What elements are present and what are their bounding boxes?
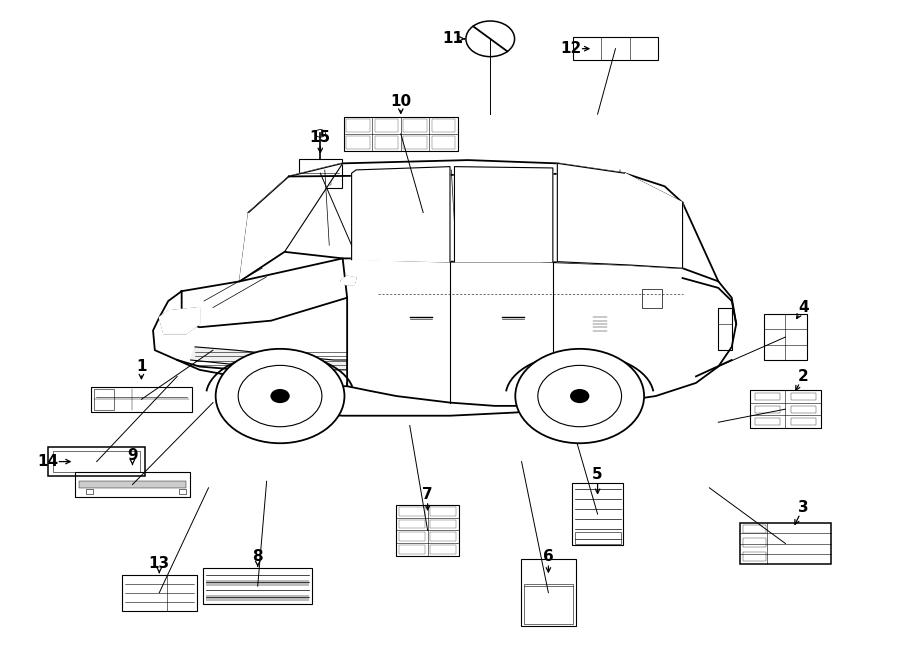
Bar: [743, 539, 766, 547]
Bar: [293, 286, 310, 295]
Bar: [275, 286, 292, 295]
Bar: [179, 489, 186, 494]
Bar: [53, 451, 140, 473]
Circle shape: [216, 349, 345, 444]
Bar: [91, 387, 192, 412]
Text: 4: 4: [798, 300, 808, 315]
Bar: [764, 314, 807, 360]
Bar: [643, 290, 662, 307]
Text: 6: 6: [543, 549, 553, 564]
Bar: [206, 580, 310, 586]
Bar: [399, 545, 425, 554]
Bar: [403, 136, 427, 149]
Text: 15: 15: [310, 130, 331, 145]
Polygon shape: [454, 167, 553, 262]
Text: 14: 14: [37, 454, 58, 469]
Bar: [755, 406, 780, 412]
Bar: [206, 596, 310, 601]
Text: 7: 7: [422, 487, 433, 502]
Bar: [430, 532, 456, 541]
Bar: [375, 119, 398, 132]
Bar: [122, 575, 196, 611]
Bar: [755, 393, 780, 400]
Bar: [203, 568, 312, 604]
Bar: [94, 389, 114, 410]
Bar: [524, 584, 573, 624]
Polygon shape: [239, 163, 343, 282]
Bar: [310, 175, 331, 184]
Bar: [791, 406, 815, 412]
Polygon shape: [341, 276, 356, 285]
Bar: [346, 119, 370, 132]
Bar: [572, 37, 659, 60]
Text: 12: 12: [560, 41, 581, 56]
Polygon shape: [347, 278, 736, 406]
Text: 2: 2: [798, 369, 809, 384]
Text: 9: 9: [127, 447, 138, 463]
Bar: [399, 532, 425, 541]
Bar: [718, 307, 732, 350]
Bar: [743, 553, 766, 561]
Text: 13: 13: [148, 556, 170, 570]
Bar: [574, 532, 621, 543]
Bar: [755, 418, 780, 425]
Bar: [750, 390, 821, 428]
Text: 10: 10: [391, 94, 411, 108]
Bar: [346, 136, 370, 149]
Bar: [48, 447, 146, 477]
Bar: [743, 525, 766, 533]
Bar: [399, 507, 425, 516]
Bar: [521, 559, 576, 626]
Bar: [430, 520, 456, 528]
Bar: [432, 119, 455, 132]
Bar: [344, 117, 458, 151]
Bar: [76, 472, 190, 497]
Bar: [299, 159, 342, 188]
Polygon shape: [352, 167, 450, 262]
Circle shape: [270, 389, 290, 403]
Text: 8: 8: [252, 549, 263, 564]
Text: 3: 3: [798, 500, 808, 515]
Circle shape: [570, 389, 590, 403]
Bar: [403, 119, 427, 132]
Bar: [572, 483, 624, 545]
Polygon shape: [182, 252, 347, 327]
Bar: [791, 418, 815, 425]
Circle shape: [516, 349, 644, 444]
Bar: [375, 136, 398, 149]
Bar: [430, 507, 456, 516]
Bar: [791, 393, 815, 400]
Bar: [79, 481, 186, 488]
Text: 5: 5: [592, 467, 603, 482]
Bar: [432, 136, 455, 149]
Polygon shape: [191, 347, 347, 369]
Bar: [430, 545, 456, 554]
Text: 1: 1: [136, 359, 147, 374]
Polygon shape: [557, 163, 682, 268]
Bar: [399, 520, 425, 528]
Polygon shape: [159, 307, 200, 334]
Bar: [740, 523, 832, 564]
Bar: [396, 505, 459, 556]
Text: 11: 11: [442, 31, 464, 46]
Bar: [86, 489, 93, 494]
